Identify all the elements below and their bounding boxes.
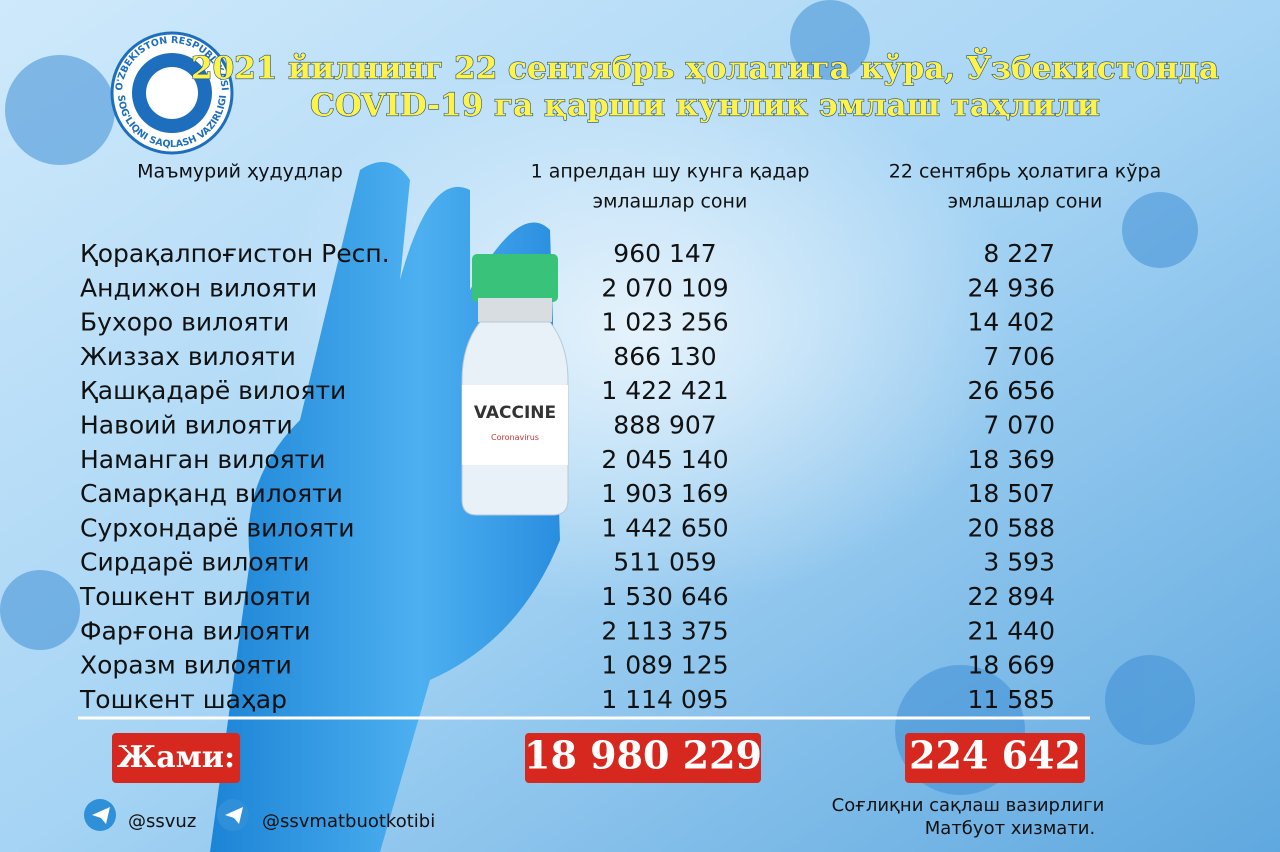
region-name: Қашқадарё вилояти: [80, 376, 346, 405]
region-name: Самарқанд вилояти: [80, 479, 343, 508]
total-value: 224 642: [909, 733, 1081, 778]
logo: O'ZBEKISTON RESPUBLIKASI SOG'LIQNI SAQLA…: [110, 31, 234, 155]
total-value: 18 980 229: [524, 733, 762, 778]
cell-value: 1 903 169: [601, 479, 728, 508]
cell-value: 26 656: [968, 376, 1055, 405]
cell-value: 511 059: [613, 548, 716, 577]
cell-value: 18 507: [968, 479, 1055, 508]
region-name: Тошкент вилояти: [79, 582, 311, 611]
column-header: Маъмурий ҳудудлар: [137, 161, 343, 183]
cell-value: 2 113 375: [601, 616, 728, 645]
region-name: Фарғона вилояти: [80, 616, 310, 645]
cell-value: 3 593: [983, 548, 1055, 577]
cell-value: 22 894: [968, 582, 1055, 611]
region-name: Андижон вилояти: [80, 273, 317, 302]
total-box: [112, 733, 240, 783]
region-name: Тошкент шаҳар: [79, 685, 287, 714]
telegram-icons: [84, 799, 249, 831]
region-name: Бухоро вилояти: [80, 308, 289, 337]
total-box: [525, 733, 761, 783]
total-box: [905, 733, 1085, 783]
column-header: 1 апрелдан шу кунга қадар: [531, 161, 810, 183]
credit: Соғлиқни сақлаш вазирлиги: [832, 795, 1105, 816]
cell-value: 11 585: [968, 685, 1055, 714]
social-handle: @ssvuz: [128, 811, 196, 832]
column-header: 22 сентябрь ҳолатига кўра: [889, 161, 1161, 183]
credit: Матбуот хизмати.: [925, 818, 1095, 839]
region-name: Сирдарё вилояти: [80, 548, 309, 577]
total-value: Жами:: [117, 740, 235, 775]
cell-value: 960 147: [613, 239, 716, 268]
cell-value: 1 089 125: [601, 651, 728, 680]
vial-sublabel: Coronavirus: [491, 433, 539, 442]
cell-value: 1 114 095: [601, 685, 728, 714]
cell-value: 2 070 109: [601, 273, 728, 302]
cell-value: 1 442 650: [601, 513, 728, 542]
vial-label: VACCINE: [474, 403, 556, 423]
title-line: COVID-19 га қарши кунлик эмлаш таҳлили: [310, 88, 1100, 124]
region-name: Қорақалпоғистон Респ.: [80, 239, 390, 268]
cell-value: 1 422 421: [601, 376, 728, 405]
cell-value: 18 669: [968, 651, 1055, 680]
cell-value: 7 070: [983, 411, 1055, 440]
cell-value: 2 045 140: [601, 445, 728, 474]
cell-value: 14 402: [968, 308, 1055, 337]
cell-value: 24 936: [968, 273, 1055, 302]
cell-value: 7 706: [983, 342, 1055, 371]
cell-value: 21 440: [968, 616, 1055, 645]
region-name: Наманган вилояти: [80, 445, 326, 474]
region-name: Навоий вилояти: [80, 411, 293, 440]
region-name: Сурхондарё вилояти: [80, 513, 354, 542]
column-header: эмлашлар сони: [948, 191, 1103, 213]
column-header: эмлашлар сони: [593, 191, 748, 213]
vial: VACCINE Coronavirus: [461, 254, 569, 516]
title-line: 2021 йилнинг 22 сентябрь ҳолатига кўра, …: [191, 47, 1219, 87]
social-handle: @ssvmatbuotkotibi: [262, 811, 435, 832]
cell-value: 18 369: [968, 445, 1055, 474]
cell-value: 866 130: [613, 342, 716, 371]
region-name: Хоразм вилояти: [80, 651, 292, 680]
cell-value: 8 227: [983, 239, 1055, 268]
cell-value: 20 588: [968, 513, 1055, 542]
cell-value: 1 023 256: [601, 308, 728, 337]
cell-value: 888 907: [613, 411, 716, 440]
cell-value: 1 530 646: [601, 582, 728, 611]
region-name: Жиззах вилояти: [80, 342, 296, 371]
